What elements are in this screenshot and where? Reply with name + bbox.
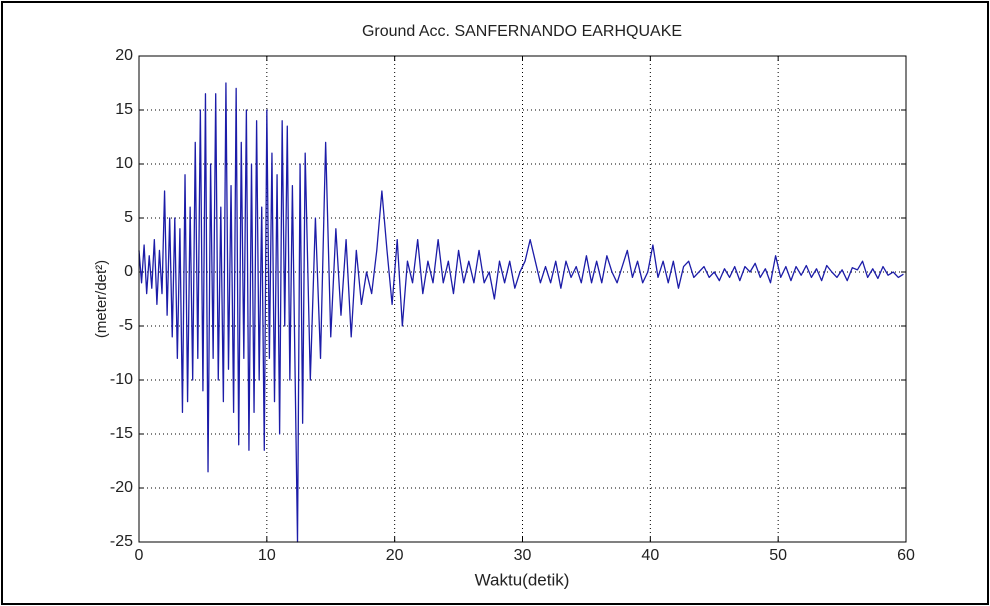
x-tick-label: 0 (135, 547, 144, 564)
axes-box (138, 55, 907, 543)
y-tick-label: -20 (110, 479, 133, 496)
x-axis-label: Waktu(detik) (475, 570, 570, 589)
x-tick-label: 60 (897, 547, 915, 564)
y-tick-label: 15 (115, 101, 133, 118)
data-line (138, 82, 904, 543)
y-tick-label: -25 (110, 533, 133, 550)
y-tick-label: 5 (124, 209, 133, 226)
chart-title: Ground Acc. SANFERNANDO EARHQUAKE (362, 23, 682, 40)
x-tick-label: 30 (514, 547, 532, 564)
y-tick-label: 0 (124, 263, 133, 280)
y-tick-label: -5 (119, 317, 133, 334)
x-tick-label: 20 (386, 547, 404, 564)
x-tick-label: 40 (641, 547, 659, 564)
y-tick-label: 20 (115, 47, 133, 64)
y-tick-label: -10 (110, 371, 133, 388)
y-tick-label: -15 (110, 425, 133, 442)
y-axis-label: (meter/det²) (93, 260, 110, 338)
x-tick-label: 10 (258, 547, 276, 564)
x-tick-label: 50 (769, 547, 787, 564)
y-tick-label: 10 (115, 155, 133, 172)
